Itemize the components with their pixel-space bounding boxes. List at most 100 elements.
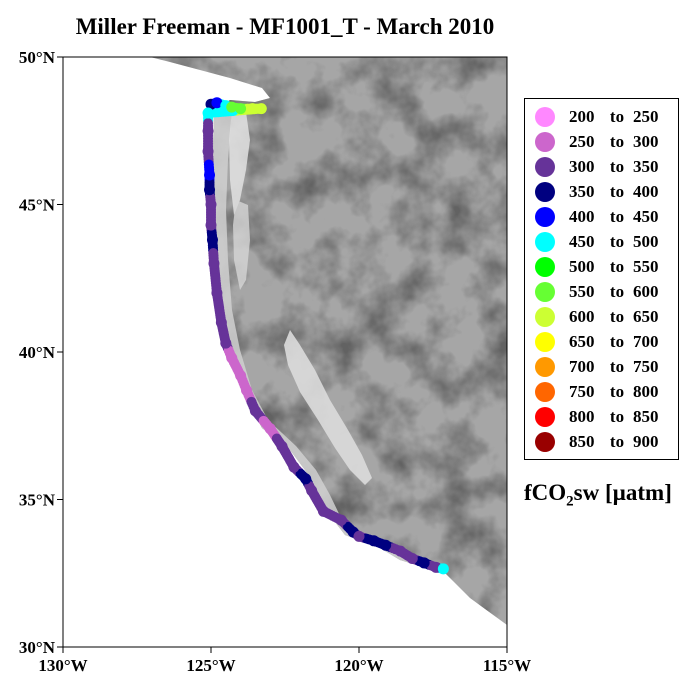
track-point bbox=[249, 405, 261, 417]
legend-to-label: to bbox=[609, 156, 625, 176]
track-point bbox=[241, 384, 253, 396]
legend-swatch bbox=[535, 331, 555, 352]
legend-hi-label: 450 bbox=[633, 206, 659, 226]
legend-to-label: to bbox=[609, 256, 625, 276]
y-tick-label: 45°N bbox=[19, 196, 56, 215]
legend-swatch bbox=[535, 181, 555, 202]
legend-entry: 300 to 350 bbox=[525, 154, 678, 179]
legend-entry: 350 to 400 bbox=[525, 179, 678, 204]
legend-to-label: to bbox=[609, 131, 625, 151]
x-tick-label: 120°W bbox=[334, 656, 383, 675]
legend-entry: 850 to 900 bbox=[525, 429, 678, 454]
legend-hi-label: 750 bbox=[633, 356, 659, 376]
x-tick-label: 115°W bbox=[483, 656, 531, 675]
track-point bbox=[437, 563, 449, 575]
track-point bbox=[418, 557, 430, 569]
y-tick-label: 35°N bbox=[19, 491, 56, 510]
legend-entry: 500 to 550 bbox=[525, 254, 678, 279]
legend-to-label: to bbox=[609, 206, 625, 226]
legend-entry: 550 to 600 bbox=[525, 279, 678, 304]
legend-swatch bbox=[535, 306, 555, 327]
legend-entry: 400 to 450 bbox=[525, 204, 678, 229]
legend-to-label: to bbox=[609, 181, 625, 201]
track-point bbox=[288, 461, 300, 473]
track-point bbox=[406, 553, 418, 564]
track-point bbox=[235, 370, 247, 382]
legend-lo-label: 550 bbox=[569, 281, 595, 301]
legend-swatch bbox=[535, 206, 555, 227]
track-point bbox=[380, 539, 392, 551]
legend-entry: 700 to 750 bbox=[525, 354, 678, 379]
legend-lo-label: 750 bbox=[569, 381, 595, 401]
map-title: Miller Freeman - MF1001_T - March 2010 bbox=[75, 14, 495, 39]
legend-to-label: to bbox=[609, 281, 625, 301]
track-point bbox=[368, 535, 380, 547]
legend-to-label: to bbox=[609, 356, 625, 376]
track-point bbox=[202, 125, 214, 137]
legend-to-label: to bbox=[609, 306, 625, 326]
track-point bbox=[226, 352, 238, 364]
track-point bbox=[246, 103, 258, 115]
legend-hi-label: 900 bbox=[633, 431, 659, 451]
track-point bbox=[264, 423, 276, 435]
legend-swatch bbox=[535, 131, 555, 152]
y-tick-label: 30°N bbox=[19, 638, 56, 657]
puget-lowland bbox=[229, 110, 250, 215]
track-point bbox=[317, 505, 329, 517]
y-tick-label: 50°N bbox=[19, 48, 56, 67]
legend-lo-label: 350 bbox=[569, 181, 595, 201]
y-axis: 30°N 35°N 40°N 45°N 50°N bbox=[19, 48, 63, 657]
track-point bbox=[215, 317, 227, 328]
variable-label-main: fCO bbox=[524, 480, 567, 505]
y-tick-label: 40°N bbox=[19, 343, 56, 362]
legend-entry: 600 to 650 bbox=[525, 304, 678, 329]
track-point bbox=[335, 514, 347, 526]
legend-to-label: to bbox=[609, 331, 625, 351]
x-axis: 130°W 125°W 120°W 115°W bbox=[38, 647, 531, 675]
variable-label: fCO2sw [µatm] bbox=[524, 480, 672, 511]
legend-entry: 800 to 850 bbox=[525, 404, 678, 429]
track-point bbox=[235, 103, 247, 115]
legend-hi-label: 700 bbox=[633, 331, 659, 351]
variable-label-subscript: 2 bbox=[566, 493, 574, 510]
legend-hi-label: 650 bbox=[633, 306, 659, 326]
legend-lo-label: 200 bbox=[569, 106, 595, 126]
track-point bbox=[306, 485, 318, 497]
track-point bbox=[204, 184, 216, 196]
legend-to-label: to bbox=[609, 381, 625, 401]
legend: 200 to 250 250 to 300 300 to 350 350 to 400 400 to 450… bbox=[524, 98, 679, 460]
legend-swatch bbox=[535, 281, 555, 302]
legend-swatch bbox=[535, 381, 555, 402]
legend-hi-label: 500 bbox=[633, 231, 659, 251]
legend-lo-label: 400 bbox=[569, 206, 595, 226]
legend-to-label: to bbox=[609, 406, 625, 426]
legend-swatch bbox=[535, 356, 555, 377]
track-point bbox=[206, 234, 218, 246]
legend-lo-label: 300 bbox=[569, 156, 595, 176]
legend-hi-label: 550 bbox=[633, 256, 659, 276]
track-point bbox=[205, 219, 217, 231]
track-point bbox=[202, 107, 214, 119]
legend-entry: 650 to 700 bbox=[525, 329, 678, 354]
legend-lo-label: 650 bbox=[569, 331, 595, 351]
track-point bbox=[300, 473, 312, 485]
track-point bbox=[394, 545, 406, 557]
x-tick-label: 130°W bbox=[38, 656, 87, 675]
legend-swatch bbox=[535, 106, 555, 127]
legend-hi-label: 300 bbox=[633, 131, 659, 151]
legend-hi-label: 600 bbox=[633, 281, 659, 301]
variable-label-rest: sw [µatm] bbox=[573, 480, 672, 505]
track-point bbox=[220, 337, 232, 349]
legend-to-label: to bbox=[609, 431, 625, 451]
track-point bbox=[202, 145, 214, 157]
legend-entry: 750 to 800 bbox=[525, 379, 678, 404]
x-tick-label: 125°W bbox=[186, 656, 235, 675]
legend-hi-label: 350 bbox=[633, 156, 659, 176]
legend-lo-label: 850 bbox=[569, 431, 595, 451]
legend-entry: 250 to 300 bbox=[525, 129, 678, 154]
track-point bbox=[204, 169, 216, 181]
cruise-track bbox=[202, 97, 449, 575]
legend-entry: 200 to 250 bbox=[525, 104, 678, 129]
legend-swatch bbox=[535, 156, 555, 177]
